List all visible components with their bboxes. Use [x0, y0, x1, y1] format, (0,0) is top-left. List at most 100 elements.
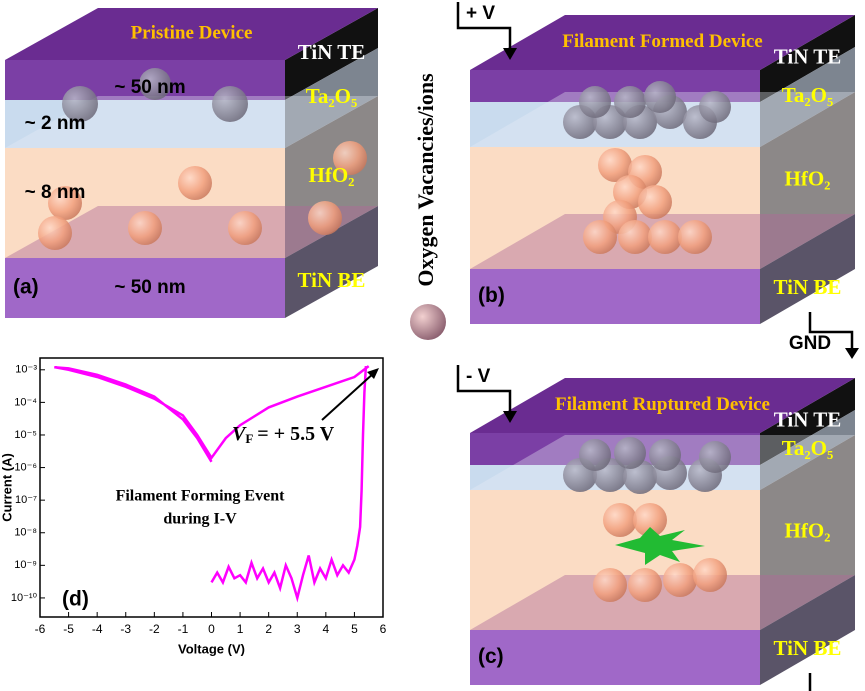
front-layer [5, 258, 285, 318]
dimension-label: ~ 8 nm [25, 182, 86, 203]
side-layer [285, 8, 378, 100]
vacancy-sphere [579, 86, 611, 118]
layer-label: TiN TE [774, 407, 842, 431]
panel-title: Filament Formed Device [562, 31, 762, 52]
y-tick-label: 10⁻⁵ [14, 429, 37, 441]
bias-label: - V [466, 366, 491, 387]
vacancy-sphere [62, 86, 98, 122]
vacancy-sphere [178, 166, 212, 200]
vacancy-sphere [699, 441, 731, 473]
vacancy-sphere [593, 568, 627, 602]
interface-plane [5, 96, 378, 148]
layer-label: Ta₂O₅ [306, 84, 358, 108]
x-tick-label: -5 [63, 622, 74, 636]
vacancy-sphere [48, 186, 82, 220]
x-tick-label: -4 [92, 622, 103, 636]
vacancy-sphere [614, 86, 646, 118]
side-layer [285, 206, 378, 318]
layer-label: HfO₂ [785, 166, 831, 190]
ground-arrow [808, 673, 812, 691]
vacancy-sphere [644, 81, 676, 113]
legend-sphere [410, 304, 446, 340]
top-face [5, 8, 378, 60]
layer-label: HfO₂ [309, 163, 355, 187]
interface-plane [5, 206, 378, 258]
ground-label: GND [789, 333, 831, 354]
y-axis-label: Current (A) [0, 453, 14, 522]
annotation: VF = + 5.5 V [232, 423, 335, 446]
vacancy-sphere [699, 91, 731, 123]
y-tick-label: 10⁻³ [15, 364, 37, 376]
vacancy-sphere [128, 211, 162, 245]
chart-note: Filament Forming Event [116, 488, 286, 505]
vacancy-sphere [583, 220, 617, 254]
layer-label: TiN TE [298, 40, 366, 64]
panel-label: (c) [478, 645, 504, 668]
panel-label: (a) [13, 276, 39, 299]
side-layer [760, 15, 855, 102]
x-tick-label: 4 [322, 622, 329, 636]
x-tick-label: -3 [120, 622, 131, 636]
side-layer [285, 48, 378, 148]
side-layer [760, 47, 855, 147]
vacancy-sphere [618, 220, 652, 254]
vacancy-sphere [598, 148, 632, 182]
layer-label: Ta₂O₅ [782, 436, 834, 460]
layer-label: TiN TE [774, 44, 842, 68]
vacancy-sphere [633, 503, 667, 537]
panel-title: Filament Ruptured Device [555, 394, 770, 415]
annotation-arrow [321, 371, 376, 421]
x-tick-label: 6 [380, 622, 387, 636]
x-tick-label: -6 [35, 622, 46, 636]
arrow-head [845, 348, 859, 359]
interface-plane [470, 575, 855, 630]
vacancy-sphere [212, 86, 248, 122]
layer-label: TiN BE [774, 636, 842, 660]
top-face [470, 15, 855, 70]
panel-label: (b) [478, 284, 505, 307]
layer-label: TiN BE [298, 268, 366, 292]
arrow-head [503, 48, 517, 60]
bias-label: + V [466, 3, 495, 24]
iv-curve [54, 365, 370, 463]
side-layer [760, 378, 855, 465]
chart-note: during I-V [163, 511, 237, 528]
vacancy-sphere [38, 216, 72, 250]
vacancy-sphere [603, 503, 637, 537]
front-layer [470, 269, 760, 324]
x-tick-label: 5 [351, 622, 358, 636]
x-tick-label: -1 [178, 622, 189, 636]
top-face [470, 378, 855, 433]
x-tick-label: 2 [265, 622, 272, 636]
layer-label: HfO₂ [785, 518, 831, 542]
side-layer [760, 575, 855, 685]
x-tick-label: 1 [237, 622, 244, 636]
vacancy-sphere [663, 563, 697, 597]
y-tick-label: 10⁻⁶ [14, 461, 37, 473]
x-tick-label: -2 [149, 622, 160, 636]
side-layer [760, 214, 855, 324]
y-tick-label: 10⁻¹⁰ [11, 592, 38, 604]
y-tick-label: 10⁻⁷ [15, 494, 37, 506]
vacancy-sphere [649, 439, 681, 471]
rupture-star [615, 527, 705, 565]
dimension-label: ~ 50 nm [114, 277, 185, 298]
y-tick-label: 10⁻⁴ [14, 396, 37, 408]
x-tick-label: 3 [294, 622, 301, 636]
vacancy-sphere [228, 211, 262, 245]
vacancy-sphere [579, 439, 611, 471]
y-tick-label: 10⁻⁸ [14, 527, 37, 539]
y-tick-label: 10⁻⁹ [14, 559, 37, 571]
vacancy-sphere [333, 141, 367, 175]
vacancy-sphere [139, 68, 171, 100]
ground-arrow [808, 312, 854, 352]
side-layer [760, 410, 855, 490]
iv-chart: -6 -5 -4 -3 -2 -1 0 1 2 3 4 5 6 10⁻¹⁰ 10⁻⁹ 10⁻⁸ 10⁻⁷ 10⁻⁶… [0, 357, 387, 656]
annotation-text: = + 5.5 V [257, 423, 334, 445]
dimension-label: ~ 2 nm [25, 113, 86, 134]
vacancy-sphere [628, 568, 662, 602]
bias-arrow [456, 2, 512, 52]
iv-curve [210, 366, 368, 603]
bias-arrow [456, 365, 512, 415]
